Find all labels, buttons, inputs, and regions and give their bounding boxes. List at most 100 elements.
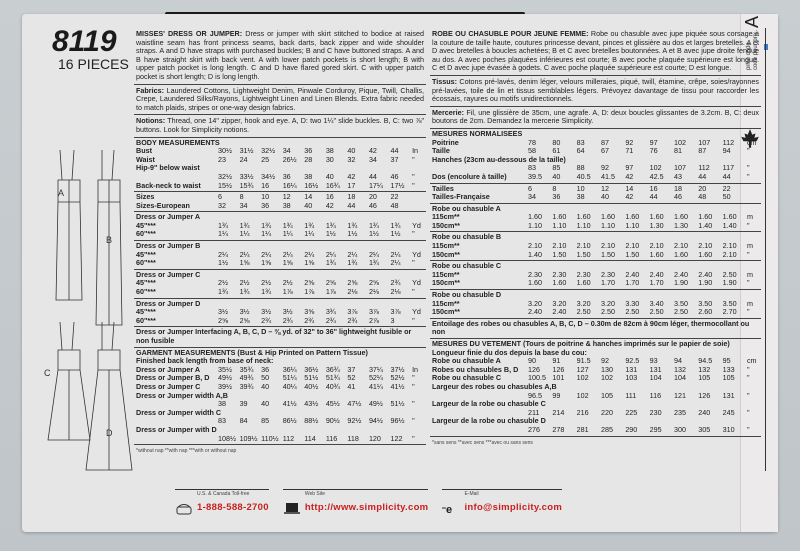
cell-value: 37½ <box>390 364 405 374</box>
interfacing-note: Entoilage des robes ou chasubles A, B, C… <box>430 319 761 339</box>
view-label-c: C <box>44 368 51 378</box>
row-label: Poitrine <box>432 137 459 147</box>
cell-value: 2¼ <box>282 249 293 259</box>
cell-value: 3.30 <box>625 298 640 308</box>
cell-value: 2.50 <box>576 307 591 317</box>
cell-value: 2.10 <box>722 249 737 259</box>
cell-value: 2.10 <box>649 241 664 251</box>
cell-value: 2.70 <box>722 307 737 317</box>
table-row: 83 85 88 92 97 102 107 112 117 " <box>432 164 759 173</box>
cell-value: 1¾ <box>239 287 250 297</box>
yardage-table: Robe ou chasuble D 115cm** 3.20 3.20 3.20 3.2… <box>430 290 761 319</box>
cell-value: 40¾ <box>325 381 340 391</box>
cell-value: 40 <box>261 399 270 409</box>
contact-label: U.S. & Canada Toll-free <box>197 491 250 497</box>
contact-strip: U.S. & Canada Toll-free 1-888-588-2700 Web… <box>175 489 635 515</box>
unit-label <box>747 185 759 194</box>
cell-value: 305 <box>698 424 711 434</box>
table-row: Hip-9" below waist <box>136 164 424 173</box>
cell-value: 112 <box>698 163 710 173</box>
cell-value: 49¾ <box>239 373 254 383</box>
cell-value: 1¾ <box>282 220 293 230</box>
contact-value[interactable]: http://www.simplicity.com <box>304 502 429 513</box>
cell-value: 12 <box>282 192 291 202</box>
cell-value: 92½ <box>347 416 362 426</box>
cell-value: 1⅞ <box>304 287 315 297</box>
cell-value: 83 <box>218 416 226 426</box>
row-label: 115cm** <box>432 212 460 222</box>
cell-value: 2.10 <box>600 241 615 251</box>
table-heading: BODY MEASUREMENTS <box>136 137 220 147</box>
cell-value: 295 <box>649 424 662 434</box>
cell-value: 39 <box>239 399 248 409</box>
cell-value: 16¼ <box>282 180 297 190</box>
cell-value: 3½ <box>218 307 228 317</box>
table-row: Largeur des robes ou chasubles A,B <box>432 382 759 392</box>
table-row: Taille 58 61 64 67 71 76 81 87 94 " <box>432 147 759 156</box>
cell-value: 12 <box>600 183 609 193</box>
cell-value: 2.50 <box>673 307 688 317</box>
cell-value: 107 <box>698 137 711 147</box>
cell-value: 34 <box>368 154 377 164</box>
cell-value: 34½ <box>261 171 276 181</box>
cell-value: 1.90 <box>722 278 737 288</box>
contact-value[interactable]: info@simplicity.com <box>464 502 563 513</box>
unit-label: " <box>412 315 415 325</box>
cell-value: 1.60 <box>625 212 640 222</box>
cell-value: 34 <box>282 146 291 156</box>
description-section: MISSES' DRESS OR JUMPER: Dress or jumper… <box>134 28 426 85</box>
yardage-table: Robe ou chasuble C 115cm** 2.30 2.30 2.30 2.3… <box>430 261 761 291</box>
cell-value: 48 <box>390 200 399 210</box>
cell-value: 114 <box>304 433 316 443</box>
yardage-table: Robe ou chasuble B 115cm** 2.10 2.10 2.10 2.1… <box>430 232 761 262</box>
row-label: Sizes <box>136 192 155 202</box>
unit-label: Yd <box>412 278 421 288</box>
cell-value: 18 <box>347 192 356 202</box>
fabrics-text: Cotons pré-lavés, denim léger, velours m… <box>432 76 759 104</box>
cell-value: 80 <box>552 137 561 147</box>
cell-value: 1.60 <box>673 249 688 259</box>
contact-value[interactable]: 1-888-588-2700 <box>197 502 269 513</box>
cell-value: 92 <box>600 356 609 366</box>
cell-value: 1¼ <box>218 229 228 239</box>
cell-value: 40.5 <box>576 171 591 181</box>
cell-value: 36 <box>552 192 561 202</box>
description-section: ROBE OU CHASUBLE POUR JEUNE FEMME: Robe … <box>430 28 761 76</box>
cell-value: 2¾ <box>325 315 336 325</box>
cell-value: 3.50 <box>722 298 737 308</box>
cell-value: 32½ <box>261 146 276 156</box>
cell-value: 101 <box>552 373 565 383</box>
cell-value: 127 <box>576 364 589 374</box>
cell-value: 2.10 <box>722 241 737 251</box>
contact-phone: U.S. & Canada Toll-free 1-888-588-2700 <box>175 489 269 515</box>
unit-label <box>412 193 424 202</box>
cell-value: 2.40 <box>552 307 567 317</box>
cell-value: 31½ <box>239 146 254 156</box>
cell-value: 2.10 <box>528 241 542 251</box>
unit-label: Yd <box>412 249 421 259</box>
table-row: 32½ 33½ 34½ 36 38 40 42 44 46 " <box>136 171 424 182</box>
view-heading: Dress or Jumper D <box>136 298 201 308</box>
footnote: *without nap **with nap ***with or witho… <box>136 448 237 455</box>
unit-label: In <box>412 146 419 156</box>
cell-value: 64 <box>576 146 585 156</box>
cell-value: 42 <box>325 200 334 210</box>
cell-value: 3.40 <box>649 298 664 308</box>
fabrics-title: Tissus: <box>432 76 458 86</box>
cell-value: 41½ <box>390 381 405 391</box>
cell-value: 2.40 <box>649 269 664 279</box>
body-measurements-table: BODY MEASUREMENTS Bust 30½ 31½ 32½ 34 36 38 40 42… <box>134 138 426 193</box>
row-label: Hip-9" below waist <box>136 163 200 173</box>
cell-value: 3.50 <box>698 298 713 308</box>
cell-value: 2⅛ <box>347 287 358 297</box>
cell-value: 6 <box>218 192 222 202</box>
cell-value: 2¾ <box>282 315 293 325</box>
cell-value: 76 <box>649 146 658 156</box>
cell-value: 93 <box>649 356 658 366</box>
cell-value: 24 <box>239 154 248 164</box>
price-code-letter: A <box>742 15 762 28</box>
cell-value: 51½ <box>390 399 405 409</box>
cell-value: 16 <box>649 183 658 193</box>
cell-value: 2.50 <box>625 307 640 317</box>
table-row: Dress or Jumper B, D 49½ 49¾ 50 51¼ 51½ 51¾ 52 5… <box>136 374 424 383</box>
